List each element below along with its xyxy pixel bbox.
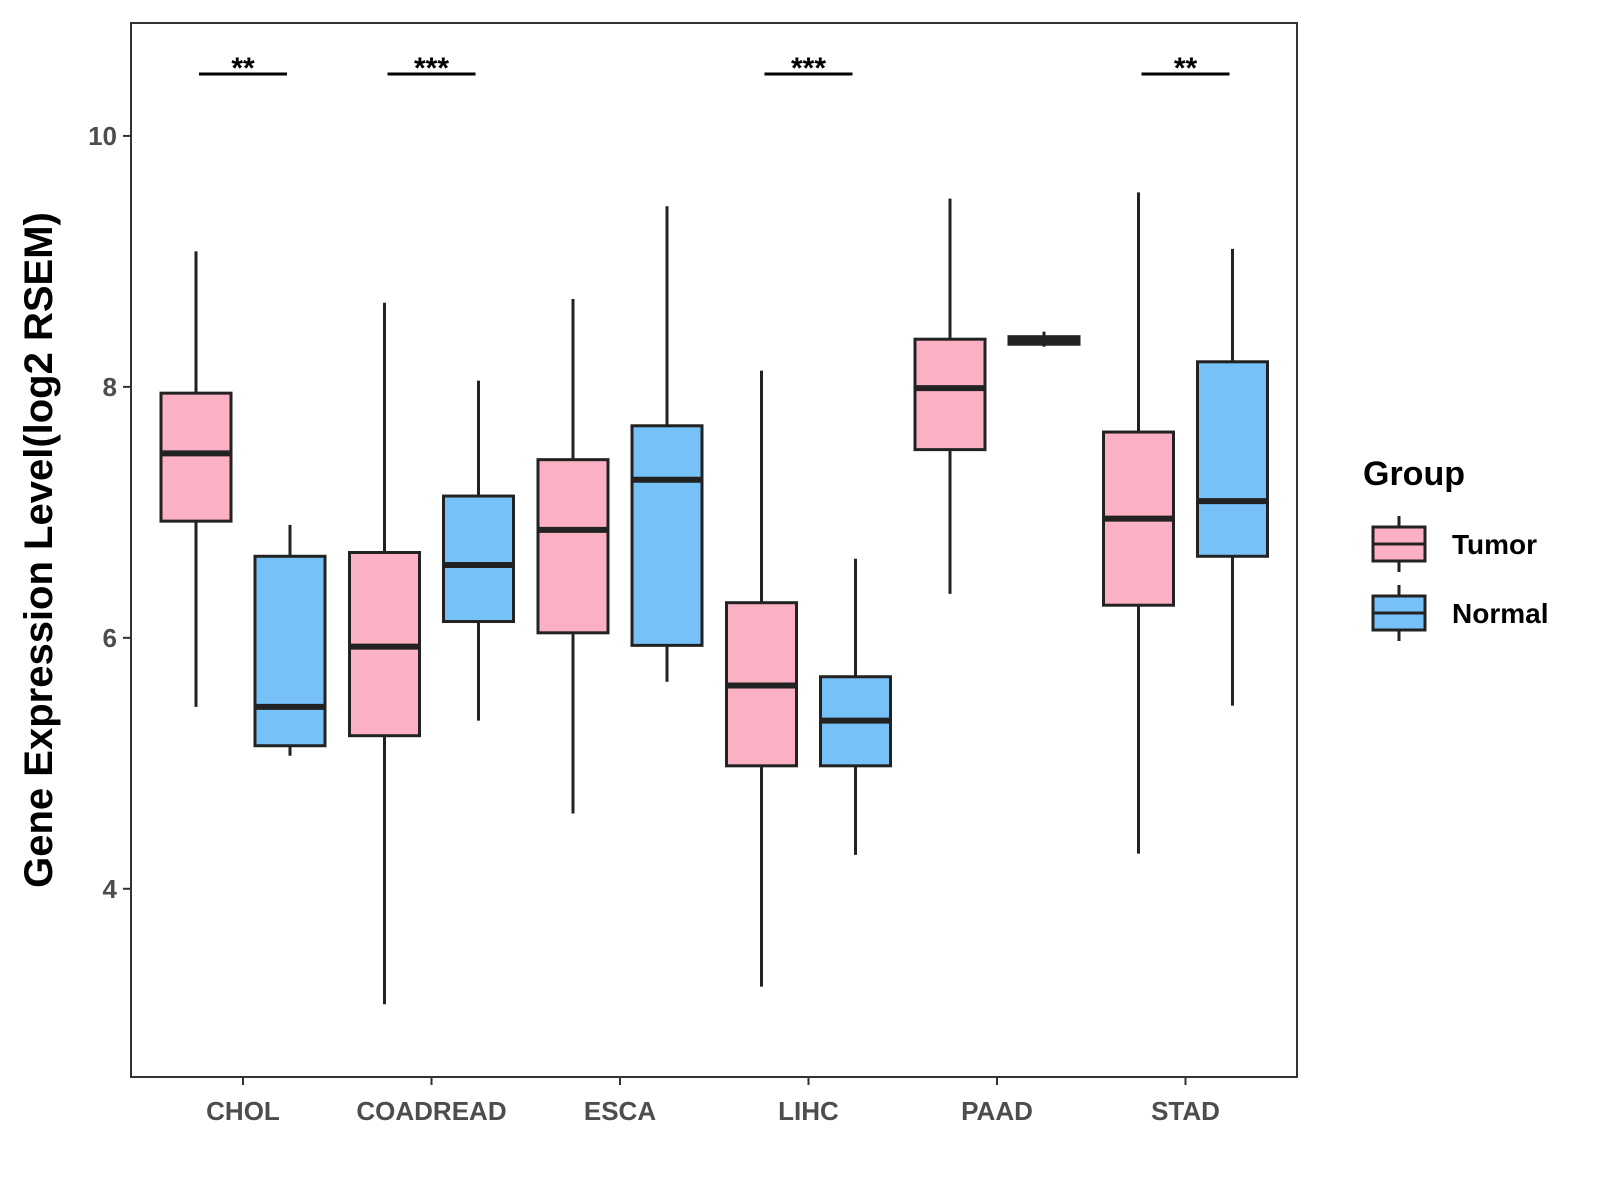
significance-label-chol: ** xyxy=(231,52,255,85)
legend: Group Tumor Normal xyxy=(1363,455,1548,641)
y-tick-label-6: 6 xyxy=(103,623,117,653)
box-chol-normal xyxy=(253,524,327,756)
box-stad-tumor xyxy=(1102,192,1175,854)
box-coadread-tumor xyxy=(348,302,421,1005)
box-chol-tumor xyxy=(159,251,233,707)
legend-item-normal: Normal xyxy=(1371,585,1548,641)
box-stad-normal xyxy=(1196,248,1269,706)
boxes-layer xyxy=(159,192,1269,1005)
x-tick-label-esca: ESCA xyxy=(584,1096,656,1126)
x-tick-label-coadread: COADREAD xyxy=(356,1096,506,1126)
box-lihc-normal xyxy=(819,558,892,855)
y-tick-label-8: 8 xyxy=(103,372,117,402)
significance-label-coadread: *** xyxy=(414,52,449,85)
axis-layer: 4 6 8 10 CHOL COADREAD ESCA LIHC PAAD STAD xyxy=(88,121,1220,1126)
box-body-esca-normal xyxy=(630,424,704,647)
box-esca-tumor xyxy=(536,299,610,814)
x-tick-label-lihc: LIHC xyxy=(778,1096,839,1126)
legend-title: Group xyxy=(1363,455,1465,493)
x-tick-label-paad: PAAD xyxy=(961,1096,1033,1126)
box-body-coadread-normal xyxy=(442,494,515,624)
significance-label-lihc: *** xyxy=(791,52,826,85)
legend-label-normal: Normal xyxy=(1452,598,1548,629)
y-axis-title: Gene Expression Level(log2 RSEM) xyxy=(17,212,61,888)
box-esca-normal xyxy=(630,206,704,682)
legend-label-tumor: Tumor xyxy=(1452,529,1537,560)
box-paad-normal xyxy=(1007,331,1081,347)
box-body-stad-normal xyxy=(1196,360,1269,558)
plot-panel-border xyxy=(130,22,1298,1078)
x-tick-label-stad: STAD xyxy=(1151,1096,1220,1126)
y-tick-label-4: 4 xyxy=(103,874,118,904)
legend-item-tumor: Tumor xyxy=(1371,516,1537,572)
y-tick-label-10: 10 xyxy=(88,121,117,151)
box-coadread-normal xyxy=(442,380,515,721)
box-body-chol-tumor xyxy=(159,391,233,523)
box-paad-tumor xyxy=(913,198,987,594)
box-body-chol-normal xyxy=(253,554,327,748)
significance-layer: ** *** *** ** xyxy=(199,52,1230,85)
x-tick-label-chol: CHOL xyxy=(206,1096,280,1126)
box-lihc-tumor xyxy=(725,370,798,987)
significance-label-stad: ** xyxy=(1174,52,1198,85)
box-body-paad-tumor xyxy=(913,337,987,452)
box-body-esca-tumor xyxy=(536,458,610,635)
